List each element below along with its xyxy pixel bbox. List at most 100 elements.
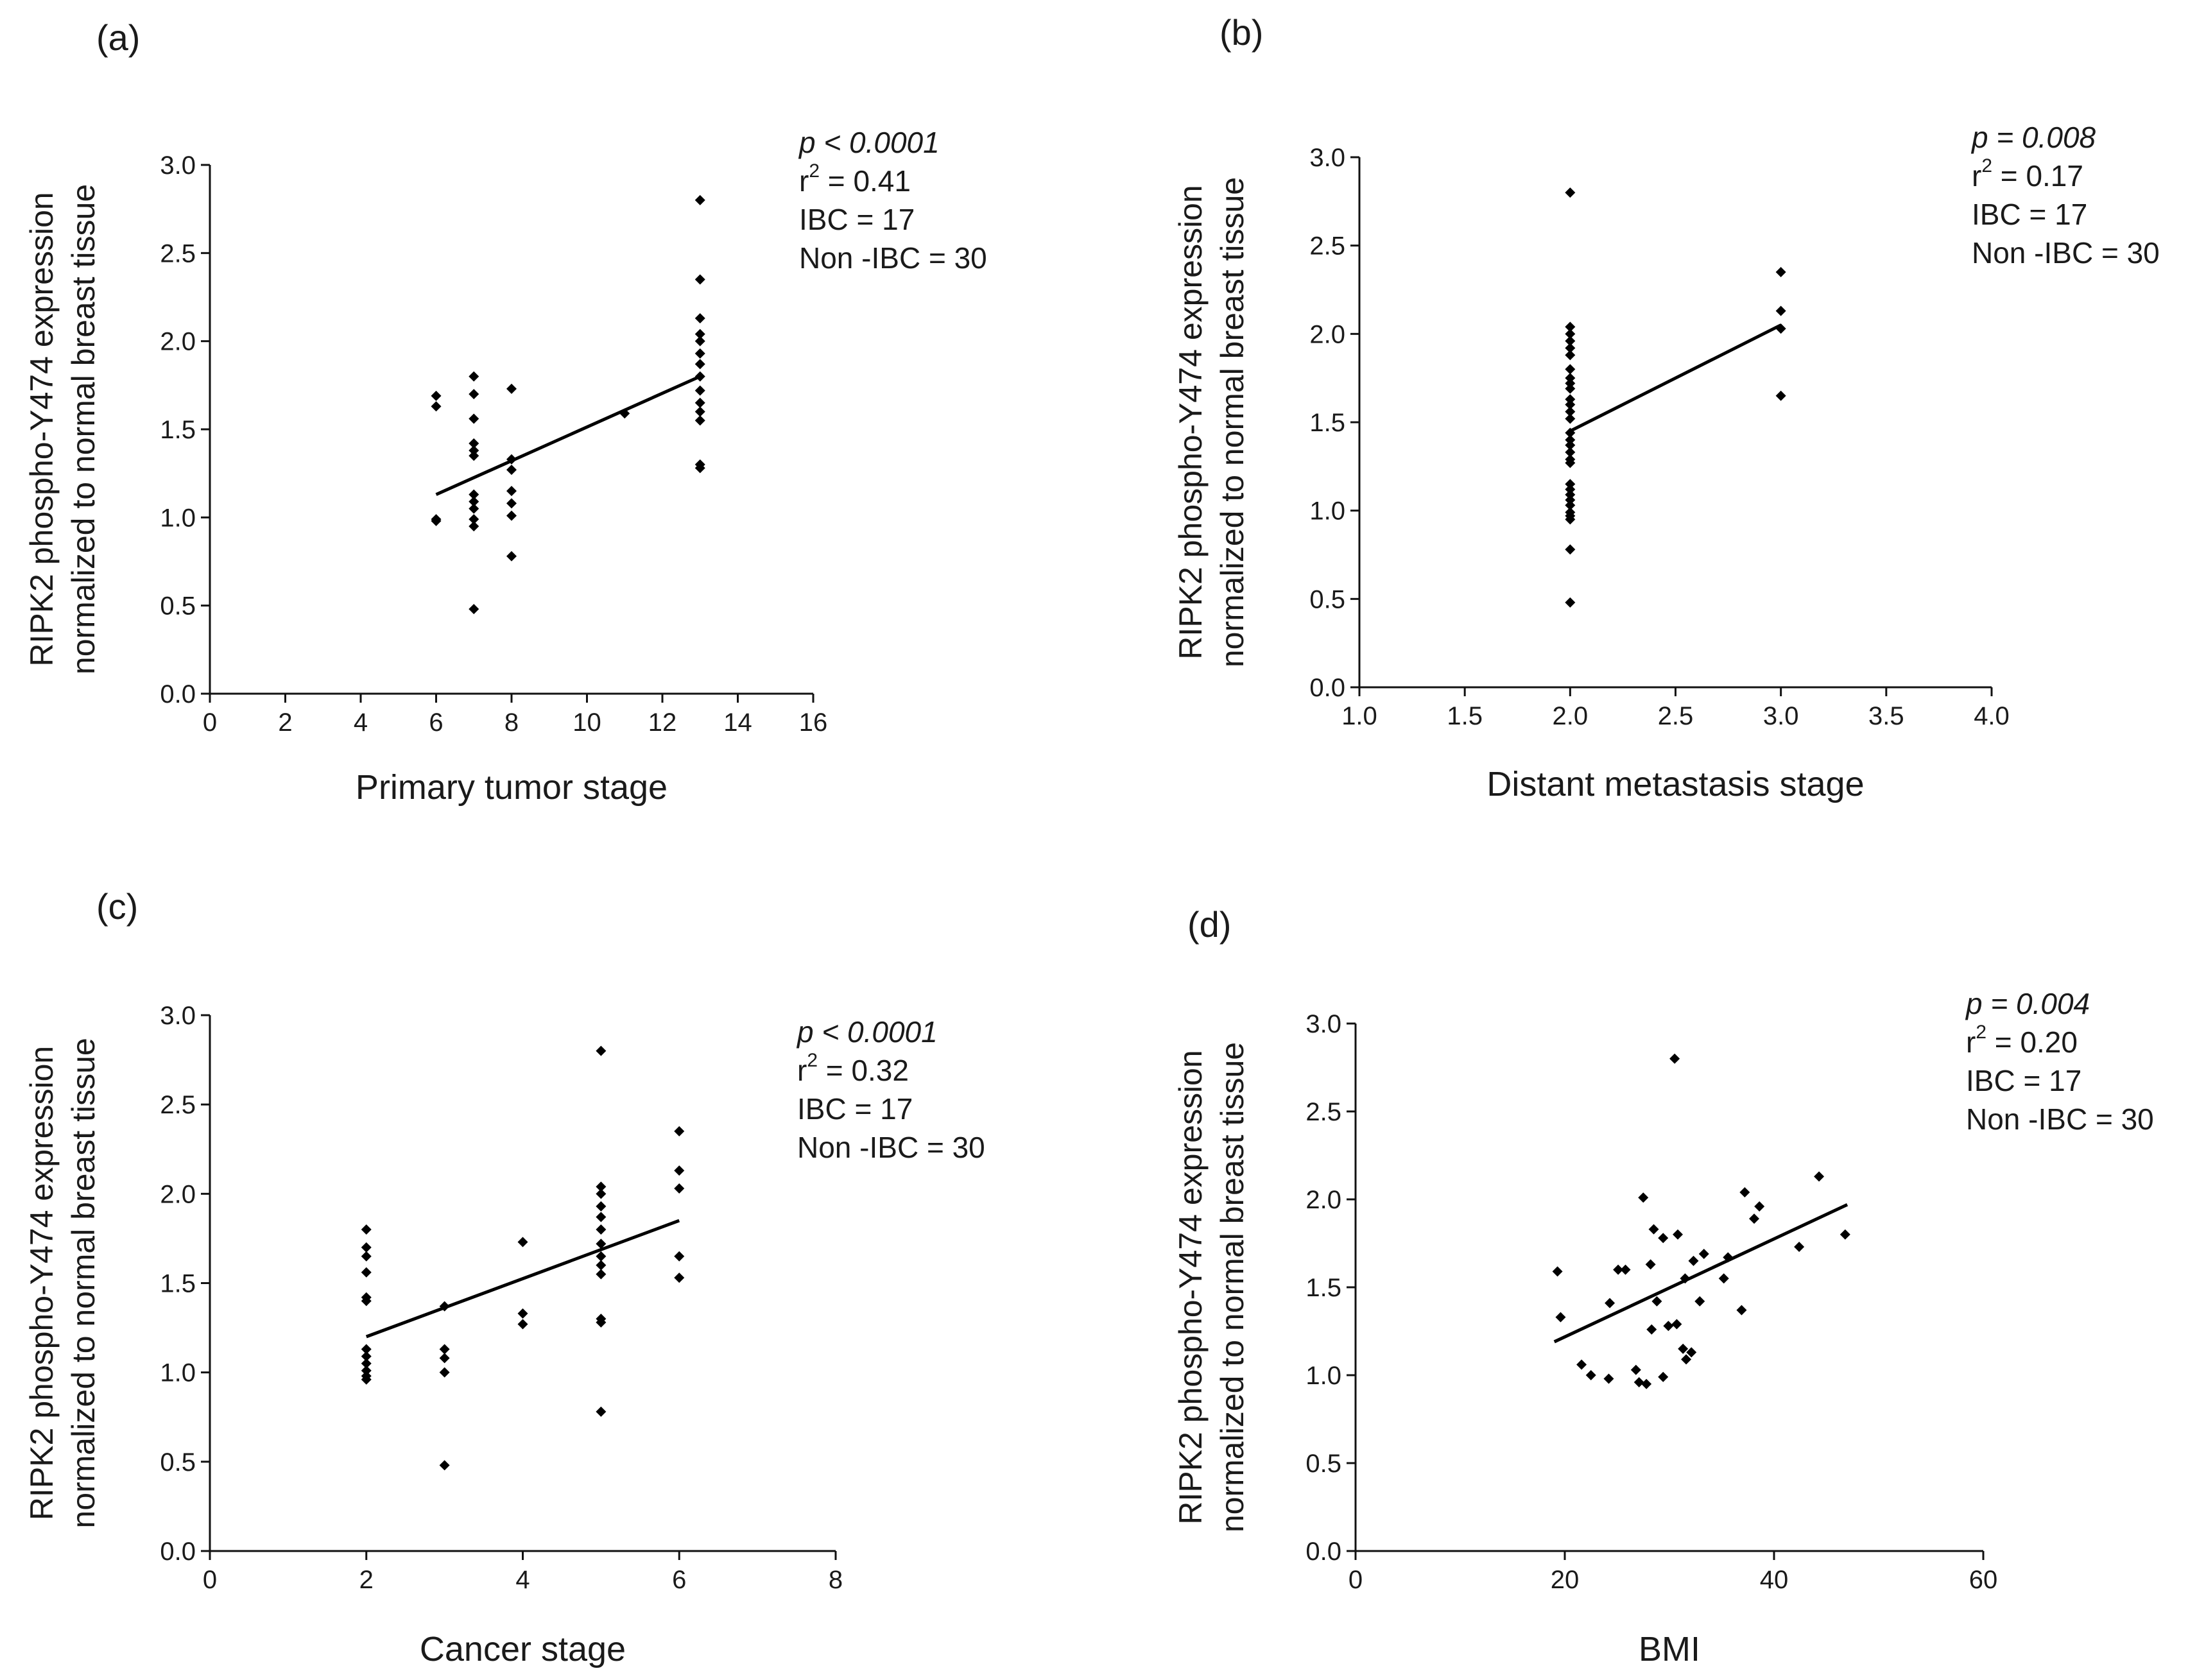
data-point <box>1565 329 1576 339</box>
data-point <box>1555 1312 1566 1323</box>
y-tick-label: 2.0 <box>1309 320 1345 348</box>
data-point <box>1565 479 1576 490</box>
data-point <box>1565 597 1576 608</box>
data-point <box>361 1344 372 1355</box>
r-squared-value: = 0.17 <box>1992 159 2083 193</box>
data-point <box>1565 427 1576 438</box>
y-tick-label: 1.5 <box>1305 1274 1341 1302</box>
data-point <box>1775 266 1786 277</box>
data-point <box>1613 1264 1624 1275</box>
data-point <box>596 1406 607 1417</box>
x-tick-label: 2 <box>278 708 292 737</box>
y-tick-label: 1.5 <box>160 416 196 444</box>
y-tick-label: 2.5 <box>160 1091 196 1119</box>
data-point <box>1694 1296 1705 1307</box>
data-point <box>1565 413 1576 424</box>
data-point <box>361 1242 372 1253</box>
x-tick-label: 3.0 <box>1763 702 1799 730</box>
ibc-count: IBC = 17 <box>799 203 915 236</box>
data-point <box>674 1273 685 1283</box>
data-point <box>1641 1378 1652 1389</box>
data-point <box>506 498 517 509</box>
y-tick-label: 0.0 <box>1309 674 1345 702</box>
data-point <box>674 1165 685 1176</box>
r-squared: r2 = 0.17 <box>1972 155 2083 193</box>
data-point <box>469 389 479 400</box>
data-point <box>1775 305 1786 316</box>
data-point <box>596 1045 607 1056</box>
y-tick-label: 1.0 <box>1305 1362 1341 1390</box>
data-point <box>694 463 705 474</box>
data-point <box>694 313 705 323</box>
data-point <box>439 1301 450 1312</box>
y-tick-label: 1.5 <box>1309 409 1345 437</box>
x-tick-label: 3.5 <box>1868 702 1904 730</box>
r-squared: r2 = 0.32 <box>797 1050 909 1087</box>
r-squared-exponent: 2 <box>807 1050 818 1071</box>
r-squared-exponent: 2 <box>809 160 820 182</box>
data-point <box>596 1260 607 1271</box>
r-squared-symbol: r <box>1972 159 1981 193</box>
data-point <box>469 521 479 532</box>
data-point <box>1671 1319 1682 1330</box>
data-point <box>506 486 517 497</box>
r-squared-value: = 0.41 <box>820 164 911 198</box>
data-point <box>1658 1233 1669 1244</box>
data-point <box>596 1317 607 1328</box>
data-point <box>694 371 705 382</box>
panel-2: (b) 0.0 0.5 1.0 1.5 2.0 2.5 3.0 1.0 1.5 2.0 2.5 3.0 3… <box>1173 12 2160 803</box>
regression-line <box>1553 1203 1848 1344</box>
data-point <box>1565 495 1576 506</box>
data-point <box>1648 1224 1659 1235</box>
data-point <box>1565 336 1576 347</box>
data-point <box>1775 390 1786 401</box>
y-tick-label: 2.5 <box>160 239 196 268</box>
data-point <box>1565 399 1576 410</box>
data-point <box>361 1267 372 1278</box>
non-ibc-count: Non -IBC = 30 <box>1966 1102 2154 1136</box>
data-point <box>596 1269 607 1280</box>
data-point <box>694 348 705 359</box>
data-point <box>694 194 705 205</box>
data-point <box>517 1237 528 1247</box>
r-squared-value: = 0.32 <box>818 1054 909 1087</box>
data-point <box>439 1367 450 1378</box>
data-point <box>1565 343 1576 354</box>
data-point <box>1565 406 1576 417</box>
data-point <box>674 1126 685 1136</box>
r-squared-symbol: r <box>1966 1025 1976 1059</box>
data-point <box>1565 440 1576 450</box>
r-squared-value: = 0.20 <box>1986 1025 2078 1059</box>
regression-line <box>365 1219 680 1339</box>
data-point <box>1698 1248 1709 1259</box>
data-point <box>596 1239 607 1249</box>
data-point <box>1552 1266 1563 1277</box>
data-point <box>361 1296 372 1307</box>
data-point <box>1658 1371 1669 1382</box>
data-point <box>1565 484 1576 495</box>
data-point <box>517 1308 528 1319</box>
data-point <box>506 551 517 561</box>
p-value: p < 0.0001 <box>796 1015 938 1049</box>
x-tick-label: 4.0 <box>1974 702 2010 730</box>
x-tick-label: 0 <box>203 1566 217 1594</box>
data-point <box>1754 1201 1765 1212</box>
data-point <box>361 1351 372 1362</box>
y-axis-title-line-2: normalized to normal breast tissue <box>65 184 101 674</box>
data-point <box>1565 187 1576 198</box>
x-tick-label: 1.5 <box>1447 702 1483 730</box>
non-ibc-count: Non -IBC = 30 <box>797 1131 985 1164</box>
y-tick-label: 0.0 <box>160 680 196 708</box>
panel-letter: (a) <box>96 17 140 58</box>
data-point <box>1638 1192 1649 1203</box>
data-point <box>1723 1252 1734 1263</box>
regression-line <box>1569 323 1782 433</box>
data-point <box>596 1188 607 1199</box>
panel-letter: (b) <box>1219 12 1263 53</box>
data-point <box>1651 1296 1662 1307</box>
data-point <box>1686 1347 1697 1358</box>
x-axis-title: BMI <box>1639 1630 1700 1668</box>
data-point <box>469 450 479 461</box>
data-point <box>506 383 517 394</box>
p-value: p = 0.004 <box>1965 987 2090 1020</box>
